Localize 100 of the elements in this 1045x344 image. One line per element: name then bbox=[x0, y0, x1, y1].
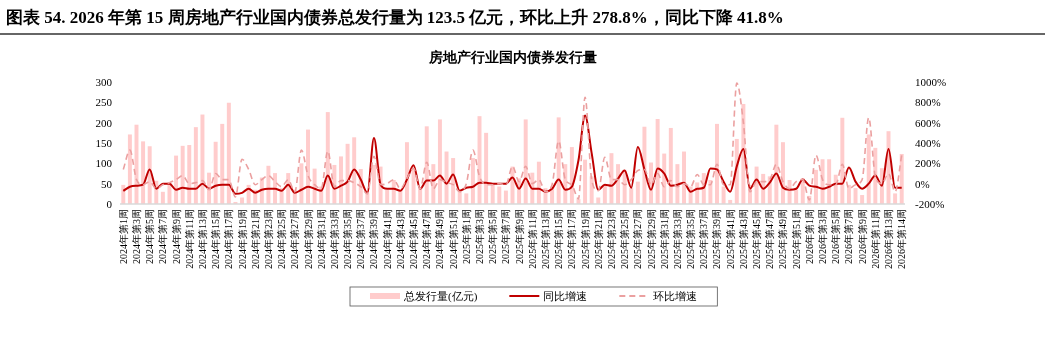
x-tick-label: 2025年第29周 bbox=[645, 209, 657, 269]
x-tick-label: 2025年第35周 bbox=[685, 209, 697, 269]
x-tick-label: 2026年第14周 bbox=[896, 209, 908, 269]
bar bbox=[444, 151, 449, 204]
bar bbox=[794, 189, 799, 204]
x-tick-label: 2025年第7周 bbox=[500, 209, 512, 264]
x-tick-label: 2025年第17周 bbox=[566, 209, 578, 269]
y-tick-label: 250 bbox=[95, 96, 113, 109]
bar bbox=[899, 153, 904, 204]
bar bbox=[464, 193, 469, 204]
bar bbox=[668, 127, 673, 204]
x-tick-label: 2025年第31周 bbox=[658, 209, 670, 269]
x-tick-label: 2024年第35周 bbox=[342, 209, 354, 269]
bar bbox=[503, 190, 508, 204]
bar bbox=[352, 137, 357, 204]
bar bbox=[893, 193, 898, 204]
bar bbox=[385, 189, 390, 204]
x-tick-label: 2025年第1周 bbox=[460, 209, 472, 264]
y2-tick-label: 400% bbox=[915, 137, 941, 149]
x-tick-label: 2025年第23周 bbox=[605, 209, 617, 269]
y-tick-label: 300 bbox=[95, 76, 113, 88]
bar bbox=[193, 127, 198, 204]
bar bbox=[273, 173, 277, 204]
x-tick-label: 2025年第13周 bbox=[539, 209, 551, 269]
bar bbox=[490, 184, 495, 204]
x-tick-label: 2024年第43周 bbox=[394, 209, 406, 269]
bar bbox=[371, 164, 376, 204]
legend-label: 总发行量(亿元) bbox=[403, 290, 478, 303]
x-tick-label: 2024年第51周 bbox=[447, 209, 459, 269]
bar bbox=[556, 117, 561, 204]
y-tick-label: 100 bbox=[95, 157, 113, 170]
bar bbox=[708, 180, 713, 204]
bar bbox=[840, 117, 845, 204]
bar bbox=[187, 145, 192, 204]
bar bbox=[635, 181, 640, 204]
bar bbox=[523, 119, 528, 204]
bar bbox=[141, 141, 146, 204]
x-tick-label: 2025年第3周 bbox=[474, 209, 486, 264]
x-tick-label: 2026年第5周 bbox=[830, 209, 842, 264]
x-tick-label: 2024年第11周 bbox=[183, 209, 195, 269]
x-tick-label: 2024年第5周 bbox=[144, 209, 156, 264]
y-tick-label: 150 bbox=[95, 137, 113, 149]
bar bbox=[174, 155, 179, 204]
x-tick-label: 2025年第19周 bbox=[579, 209, 591, 269]
y2-tick-label: 0% bbox=[915, 177, 930, 190]
bar bbox=[200, 114, 205, 204]
bar bbox=[682, 151, 686, 204]
bar bbox=[437, 119, 442, 204]
x-tick-label: 2024年第9周 bbox=[170, 209, 182, 264]
bar bbox=[813, 169, 818, 204]
x-tick-label: 2024年第37周 bbox=[355, 209, 367, 269]
x-tick-label: 2025年第51周 bbox=[790, 209, 802, 269]
line-series bbox=[122, 114, 903, 195]
x-tick-label: 2025年第25周 bbox=[619, 209, 631, 269]
bar bbox=[147, 146, 152, 204]
bar bbox=[127, 134, 132, 204]
x-tick-label: 2025年第9周 bbox=[513, 209, 525, 264]
x-tick-label: 2025年第33周 bbox=[671, 209, 683, 269]
x-tick-label: 2025年第45周 bbox=[751, 209, 763, 269]
x-tick-label: 2025年第5周 bbox=[487, 209, 499, 264]
x-tick-label: 2024年第41周 bbox=[381, 209, 393, 269]
x-tick-label: 2024年第19周 bbox=[236, 209, 248, 269]
y2-tick-label: 800% bbox=[915, 96, 941, 109]
x-tick-label: 2024年第29周 bbox=[302, 209, 314, 269]
x-tick-label: 2024年第13周 bbox=[196, 209, 208, 269]
bar bbox=[715, 123, 719, 204]
x-tick-label: 2025年第21周 bbox=[592, 209, 604, 269]
x-tick-label: 2024年第33周 bbox=[328, 209, 340, 269]
bar bbox=[675, 164, 680, 204]
y-tick-label: 200 bbox=[95, 116, 113, 129]
bar bbox=[536, 161, 541, 204]
x-tick-label: 2024年第39周 bbox=[368, 209, 380, 269]
x-tick-label: 2026年第13周 bbox=[883, 209, 895, 269]
x-tick-label: 2025年第47周 bbox=[764, 209, 776, 269]
x-tick-label: 2024年第23周 bbox=[262, 209, 274, 269]
legend-label: 同比增速 bbox=[543, 290, 588, 302]
bar bbox=[220, 123, 225, 204]
bar bbox=[616, 164, 621, 204]
x-tick-label: 2024年第21周 bbox=[249, 209, 261, 269]
bar bbox=[424, 126, 429, 204]
bar bbox=[866, 134, 871, 204]
bar bbox=[345, 143, 350, 204]
bar bbox=[266, 165, 271, 204]
x-tick-label: 2024年第45周 bbox=[408, 209, 420, 269]
x-tick-label: 2025年第37周 bbox=[698, 209, 710, 269]
bar bbox=[774, 124, 779, 204]
bar bbox=[240, 197, 245, 204]
bar bbox=[470, 158, 475, 204]
y2-tick-label: 1000% bbox=[915, 76, 947, 88]
x-tick-label: 2024年第25周 bbox=[276, 209, 288, 269]
x-tick-label: 2024年第15周 bbox=[210, 209, 222, 269]
x-tick-label: 2025年第27周 bbox=[632, 209, 644, 269]
bar bbox=[583, 159, 588, 204]
bar bbox=[180, 145, 185, 204]
x-tick-label: 2025年第49周 bbox=[777, 209, 789, 269]
bar bbox=[853, 188, 858, 204]
x-tick-label: 2025年第41周 bbox=[724, 209, 736, 269]
x-tick-label: 2025年第11周 bbox=[526, 209, 538, 269]
bar bbox=[609, 153, 614, 204]
x-tick-label: 2024年第3周 bbox=[130, 209, 142, 264]
